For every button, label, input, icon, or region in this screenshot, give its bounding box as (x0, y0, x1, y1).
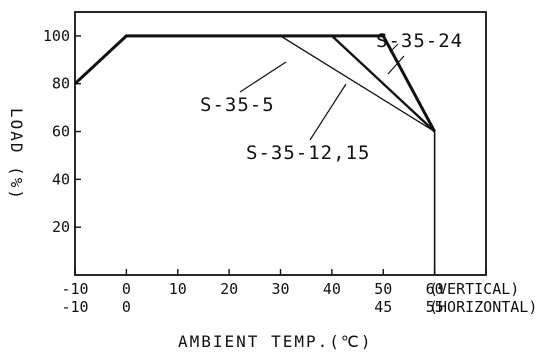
y-axis-title: LOAD (%) (7, 108, 26, 201)
y-tick-label-40: 40 (52, 170, 70, 188)
leader-s-35-5 (239, 61, 287, 93)
y-tick-label-60: 60 (52, 123, 70, 141)
axis-layer (74, 11, 487, 276)
x-tick-label-horizontal-0: -10 (61, 298, 88, 316)
y-tick-label-100: 100 (43, 27, 70, 45)
x-tick-label-vertical-1: 0 (122, 280, 131, 298)
series-label-s-35-24: S-35-24 (376, 30, 463, 52)
x-tick-label-horizontal-1: 0 (122, 298, 131, 316)
x-tick-label-horizontal-6: 45 (374, 298, 392, 316)
y-tick-label-20: 20 (52, 218, 70, 236)
x-note-horizontal: (HORIZONTAL) (429, 298, 537, 316)
x-tick-label-vertical-5: 40 (323, 280, 341, 298)
label-layer: S-35-24 S-35-5 S-35-12,15 (VERTICAL) (HO… (7, 27, 537, 351)
x-note-vertical: (VERTICAL) (429, 280, 519, 298)
series-line-s-35-5 (74, 35, 435, 133)
x-tick-label-horizontal-7: 55 (426, 298, 444, 316)
plot-layer (73, 34, 436, 275)
leader-s-35-12-15 (309, 83, 347, 141)
leader-s-35-24 (387, 55, 405, 75)
x-axis-title: AMBIENT TEMP.(℃) (178, 332, 372, 351)
x-tick-label-vertical-6: 50 (374, 280, 392, 298)
x-tick-label-vertical-3: 20 (220, 280, 238, 298)
leader-s-35-24-a (389, 43, 399, 53)
y-tick-label-80: 80 (52, 75, 70, 93)
series-label-s-35-5: S-35-5 (200, 94, 275, 116)
x-tick-label-vertical-2: 10 (169, 280, 187, 298)
x-tick-label-vertical-7: 60 (426, 280, 444, 298)
x-tick-label-vertical-0: -10 (61, 280, 88, 298)
x-tick-label-vertical-4: 30 (271, 280, 289, 298)
series-label-s-35-12-15: S-35-12,15 (246, 142, 370, 164)
